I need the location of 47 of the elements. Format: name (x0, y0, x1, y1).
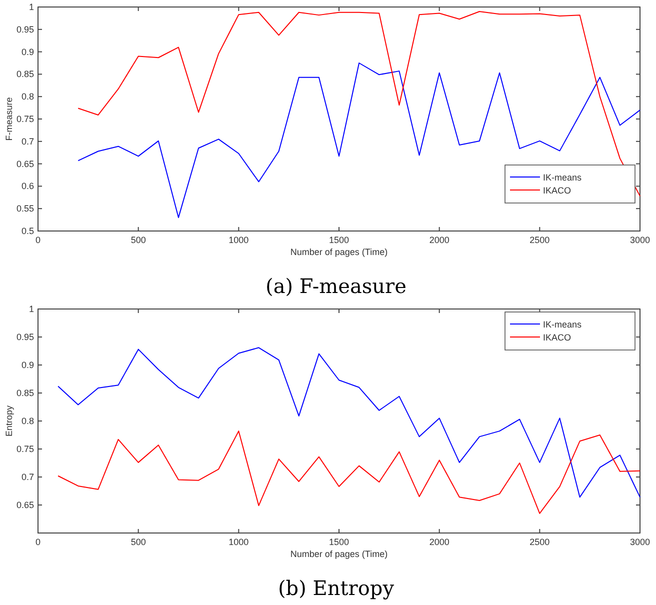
y-tick-label: 0.8 (21, 416, 34, 426)
text: (a) F-measure (266, 274, 406, 298)
y-tick-label: 0.6 (21, 181, 34, 192)
x-tick-label: 500 (130, 537, 146, 547)
line-series (78, 10, 640, 197)
y-tick-label: 0.9 (21, 46, 34, 57)
x-tick-label: 2500 (530, 537, 550, 547)
line-series (78, 62, 640, 218)
y-tick-label: 0.7 (21, 472, 34, 482)
line-series (58, 430, 640, 514)
legend-label: IKACO (543, 186, 572, 196)
y-tick-label: 0.55 (16, 204, 34, 214)
x-tick-label: 1000 (228, 537, 249, 547)
legend-label: IK-means (543, 172, 582, 182)
text: (b) Entropy (278, 576, 395, 600)
x-tick-label: 1500 (328, 235, 350, 245)
x-axis-title: Number of pages (Time) (290, 549, 388, 559)
y-tick-label: 1 (28, 304, 34, 314)
legend-label: IKACO (543, 332, 572, 342)
y-tick-label: 0.75 (16, 114, 34, 124)
x-tick-label: 2000 (429, 235, 450, 245)
y-tick-label: 0.65 (16, 158, 34, 169)
x-tick-label: 2000 (429, 537, 450, 547)
y-tick-label: 0.85 (16, 69, 34, 80)
x-tick-label: 3000 (630, 235, 650, 245)
x-tick-label: 1000 (228, 235, 249, 245)
y-tick-label: 0.85 (16, 388, 34, 398)
y-axis-title: F-measure (4, 97, 14, 141)
y-tick-label: 0.95 (16, 332, 34, 342)
x-tick-label: 500 (130, 235, 146, 245)
y-tick-label: 1 (28, 2, 34, 12)
x-tick-label: 1500 (328, 537, 350, 547)
legend-label: IK-means (543, 320, 582, 330)
y-tick-label: 0.95 (16, 24, 34, 34)
y-tick-label: 0.65 (16, 500, 34, 510)
x-tick-label: 0 (35, 235, 41, 245)
x-tick-label: 2500 (530, 235, 550, 245)
y-tick-label: 0.5 (21, 226, 34, 236)
x-axis-title: Number of pages (Time) (290, 247, 388, 257)
y-tick-label: 0.75 (16, 444, 34, 454)
y-axis-title: Entropy (4, 405, 14, 437)
x-tick-label: 0 (35, 537, 41, 547)
y-tick-label: 0.7 (21, 136, 34, 146)
y-tick-label: 0.8 (21, 92, 34, 102)
x-tick-label: 3000 (630, 537, 650, 547)
y-tick-label: 0.9 (21, 360, 34, 370)
line-series (58, 347, 640, 498)
